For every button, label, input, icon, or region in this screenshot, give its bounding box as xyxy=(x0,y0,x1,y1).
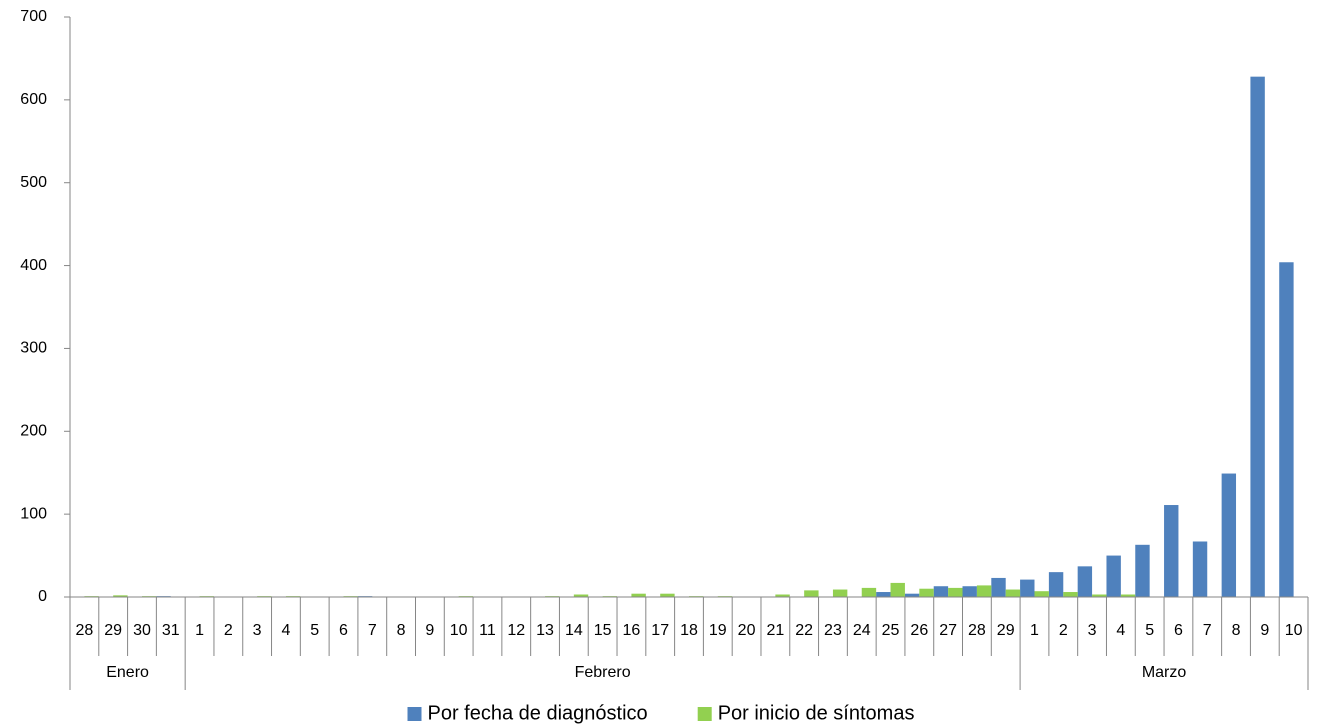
bar-sintomas xyxy=(1120,594,1136,597)
legend-label: Por inicio de síntomas xyxy=(718,702,915,724)
x-tick-label: 28 xyxy=(75,622,93,639)
bar-diagnostico xyxy=(1279,262,1294,597)
x-tick-label: 27 xyxy=(939,622,957,639)
bar-diagnostico xyxy=(1135,544,1150,597)
y-tick-label: 200 xyxy=(20,423,47,440)
y-tick-label: 0 xyxy=(38,588,47,605)
bar-diagnostico xyxy=(1192,541,1208,597)
bar-sintomas xyxy=(861,587,877,597)
bar-sintomas xyxy=(976,585,992,597)
bar-sintomas xyxy=(1005,589,1021,597)
bar-sintomas xyxy=(804,590,819,597)
x-tick-label: 5 xyxy=(310,622,319,639)
bar-sintomas xyxy=(775,594,790,597)
x-tick-label: 23 xyxy=(824,622,842,639)
x-tick-label: 29 xyxy=(997,622,1015,639)
x-tick-label: 25 xyxy=(882,622,900,639)
x-tick-label: 9 xyxy=(1260,622,1269,639)
bar-sintomas xyxy=(1092,594,1107,597)
x-tick-label: 12 xyxy=(507,622,525,639)
legend-label: Por fecha de diagnóstico xyxy=(428,702,648,724)
legend-swatch-diagnostico xyxy=(407,707,422,721)
bar-diagnostico xyxy=(991,577,1006,597)
bar-sintomas xyxy=(890,582,905,597)
bar-sintomas xyxy=(631,593,646,597)
x-tick-label: 2 xyxy=(224,622,233,639)
x-axis-group-labels: Enero Febrero Marzo xyxy=(106,656,1309,690)
x-tick-label: 10 xyxy=(1285,622,1303,639)
y-tick-label: 300 xyxy=(20,340,47,357)
x-tick-label: 6 xyxy=(339,622,348,639)
x-tick-label: 20 xyxy=(738,622,756,639)
x-tick-label: 8 xyxy=(1232,622,1241,639)
x-tick-label: 14 xyxy=(565,622,583,639)
x-tick-label: 7 xyxy=(368,622,377,639)
bar-diagnostico xyxy=(1106,555,1121,597)
bar-diagnostico xyxy=(1250,76,1265,597)
x-tick-label: 4 xyxy=(1116,622,1125,639)
y-axis-ticks: 0 100 200 300 400 500 600 700 xyxy=(20,8,70,605)
bar-diagnostico xyxy=(904,593,920,597)
x-group-label: Enero xyxy=(106,664,149,681)
x-tick-label: 8 xyxy=(397,622,406,639)
x-tick-label: 11 xyxy=(479,622,496,639)
x-axis-category-labels: 28 29 30 31 1 2 3 4 5 6 7 8 9 10 11 12 13 14 15 16 17 18 19 20 2… xyxy=(75,597,1309,656)
x-tick-label: 21 xyxy=(766,622,784,639)
x-tick-label: 4 xyxy=(281,622,290,639)
y-tick-label: 500 xyxy=(20,174,47,191)
bar-diagnostico xyxy=(962,586,977,597)
x-tick-label: 13 xyxy=(536,622,554,639)
x-tick-label: 22 xyxy=(795,622,813,639)
x-tick-label: 24 xyxy=(853,622,871,639)
axes xyxy=(69,17,1308,690)
x-tick-label: 19 xyxy=(709,622,727,639)
x-tick-label: 9 xyxy=(425,622,434,639)
bar-sintomas xyxy=(660,593,675,597)
x-tick-label: 28 xyxy=(968,622,986,639)
x-group-label: Febrero xyxy=(575,664,631,681)
x-tick-label: 17 xyxy=(651,622,669,639)
x-group-label: Marzo xyxy=(1142,664,1187,681)
x-tick-label: 6 xyxy=(1174,622,1183,639)
x-tick-label: 26 xyxy=(910,622,928,639)
x-tick-label: 16 xyxy=(623,622,641,639)
bar-diagnostico xyxy=(1221,473,1237,597)
bar-diagnostico xyxy=(1020,579,1035,597)
x-tick-label: 18 xyxy=(680,622,698,639)
bar-marks xyxy=(84,76,1294,597)
bar-sintomas xyxy=(832,589,848,597)
x-tick-label: 1 xyxy=(195,622,204,639)
y-tick-label: 100 xyxy=(20,505,47,522)
x-tick-label: 10 xyxy=(450,622,468,639)
legend: Por fecha de diagnóstico Por inicio de sí… xyxy=(407,702,915,724)
bar-sintomas xyxy=(1063,592,1078,597)
bar-sintomas xyxy=(113,595,128,597)
x-tick-label: 7 xyxy=(1203,622,1212,639)
bar-diagnostico xyxy=(876,592,891,597)
legend-swatch-sintomas xyxy=(697,707,712,721)
x-tick-label: 30 xyxy=(133,622,151,639)
y-tick-label: 700 xyxy=(20,8,47,25)
x-tick-label: 3 xyxy=(1088,622,1097,639)
bar-diagnostico xyxy=(1048,572,1064,597)
bar-sintomas xyxy=(573,594,589,597)
bar-sintomas xyxy=(948,587,963,597)
x-tick-label: 2 xyxy=(1059,622,1068,639)
bar-sintomas xyxy=(1034,591,1049,597)
bar-diagnostico xyxy=(1164,505,1179,597)
x-tick-label: 15 xyxy=(594,622,612,639)
x-tick-label: 31 xyxy=(162,622,180,639)
bar-sintomas xyxy=(919,588,934,597)
bar-diagnostico xyxy=(933,586,949,597)
x-tick-label: 5 xyxy=(1145,622,1154,639)
x-tick-label: 29 xyxy=(104,622,122,639)
x-tick-label: 1 xyxy=(1030,622,1039,639)
x-tick-label: 3 xyxy=(253,622,262,639)
y-tick-label: 400 xyxy=(20,257,47,274)
bar-diagnostico xyxy=(1077,566,1093,597)
y-tick-label: 600 xyxy=(20,91,47,108)
